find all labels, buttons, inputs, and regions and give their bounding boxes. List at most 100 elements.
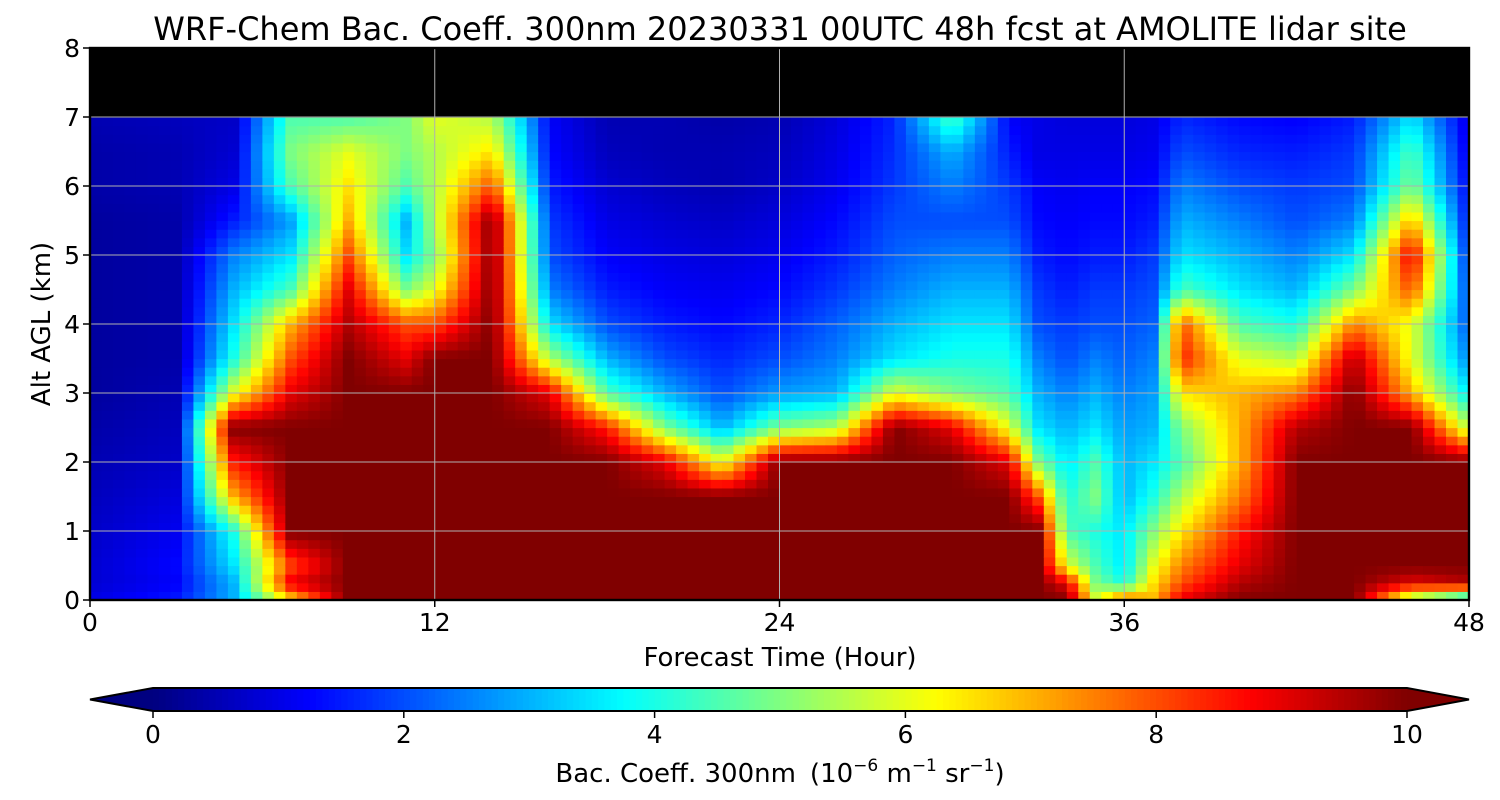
heatmap-cell (745, 48, 758, 58)
heatmap-cell (779, 142, 792, 153)
heatmap-cell (147, 496, 160, 506)
heatmap-cell (756, 315, 769, 325)
heatmap-cell (480, 48, 493, 58)
heatmap-cell (204, 298, 218, 308)
heatmap-cell (871, 117, 884, 127)
heatmap-cell (745, 487, 758, 498)
heatmap-cell (273, 479, 286, 489)
heatmap-cell (756, 444, 769, 454)
heatmap-cell (342, 125, 355, 135)
heatmap-cell (699, 479, 712, 489)
heatmap-cell (181, 582, 195, 592)
heatmap-cell (503, 151, 516, 161)
heatmap-cell (135, 487, 149, 498)
heatmap-cell (158, 177, 172, 187)
heatmap-cell (365, 487, 378, 498)
heatmap-cell (342, 444, 355, 454)
heatmap-cell (457, 82, 470, 92)
heatmap-cell (365, 151, 378, 161)
heatmap-cell (112, 73, 126, 84)
heatmap-cell (859, 229, 873, 239)
heatmap-cell (607, 73, 620, 84)
heatmap-cell (745, 82, 758, 92)
heatmap-cell (423, 332, 436, 342)
heatmap-cell (859, 487, 873, 498)
heatmap-cell (273, 548, 286, 558)
heatmap-cell (365, 505, 378, 515)
heatmap-cell (848, 418, 861, 429)
heatmap-cell (813, 574, 827, 584)
heatmap-cell (595, 255, 608, 265)
heatmap-cell (871, 582, 884, 592)
heatmap-cell (492, 48, 505, 58)
heatmap-cell (917, 298, 930, 308)
heatmap-cell (963, 487, 976, 498)
heatmap-cell (204, 56, 218, 66)
heatmap-cell (331, 263, 344, 273)
heatmap-cell (273, 194, 286, 204)
heatmap-cell (733, 436, 746, 446)
heatmap-cell (905, 427, 918, 437)
heatmap-cell (308, 263, 321, 273)
heatmap-cell (112, 531, 126, 541)
heatmap-cell (630, 229, 643, 239)
heatmap-cell (388, 565, 401, 575)
heatmap-cell (90, 479, 103, 489)
heatmap-cell (676, 237, 689, 247)
heatmap-cell (963, 108, 976, 118)
heatmap-cell (193, 280, 206, 291)
heatmap-cell (342, 280, 355, 291)
heatmap-cell (503, 125, 516, 135)
heatmap-cell (813, 444, 827, 454)
heatmap-cell (733, 444, 746, 454)
heatmap-cell (181, 246, 195, 256)
heatmap-cell (928, 513, 941, 523)
heatmap-cell (963, 194, 976, 204)
heatmap-cell (848, 349, 861, 360)
heatmap-cell (262, 479, 275, 489)
heatmap-cell (928, 479, 941, 489)
heatmap-cell (630, 574, 643, 584)
heatmap-cell (193, 91, 206, 101)
heatmap-cell (641, 272, 654, 282)
heatmap-cell (802, 272, 815, 282)
heatmap-cell (768, 168, 781, 178)
heatmap-cell (641, 582, 654, 592)
heatmap-cell (584, 591, 597, 600)
heatmap-cell (802, 487, 815, 498)
heatmap-cell (768, 427, 781, 437)
heatmap-cell (446, 168, 459, 178)
heatmap-cell (722, 151, 735, 161)
heatmap-cell (745, 315, 758, 325)
heatmap-cell (112, 393, 126, 403)
heatmap-cell (664, 349, 677, 360)
heatmap-cell (676, 332, 689, 342)
heatmap-cell (768, 358, 781, 368)
heatmap-cell (825, 56, 838, 66)
heatmap-cell (641, 410, 654, 420)
heatmap-cell (894, 255, 907, 265)
heatmap-cell (480, 220, 493, 230)
heatmap-cell (710, 548, 723, 558)
heatmap-cell (549, 427, 562, 437)
heatmap-cell (377, 203, 390, 213)
heatmap-cell (193, 453, 206, 463)
heatmap-cell (158, 220, 172, 230)
heatmap-cell (273, 151, 286, 161)
heatmap-cell (388, 358, 401, 368)
heatmap-cell (239, 393, 252, 403)
heatmap-cell (745, 574, 758, 584)
heatmap-cell (457, 522, 470, 532)
heatmap-cell (928, 505, 941, 515)
heatmap-cell (676, 177, 689, 187)
heatmap-cell (882, 513, 896, 523)
heatmap-cell (446, 332, 459, 342)
heatmap-cell (296, 556, 309, 567)
heatmap-cell (572, 393, 585, 403)
heatmap-cell (940, 306, 953, 316)
heatmap-cell (928, 436, 941, 446)
heatmap-cell (538, 263, 551, 273)
heatmap-cell (101, 574, 114, 584)
heatmap-cell (135, 358, 149, 368)
heatmap-cell (951, 505, 964, 515)
